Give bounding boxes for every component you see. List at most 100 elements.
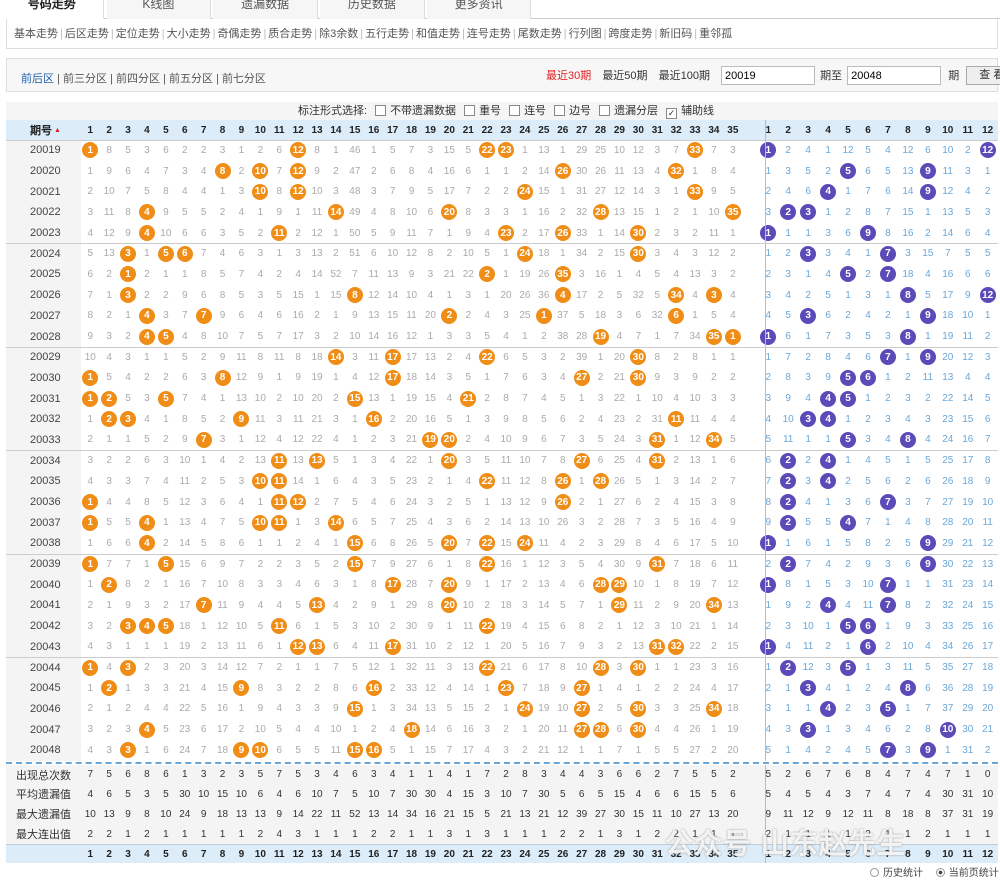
back-cell: 1 bbox=[759, 533, 778, 554]
front-cell: 7 bbox=[181, 310, 188, 322]
subnav-link[interactable]: 奇偶走势 bbox=[217, 28, 262, 40]
back-cell: 8 bbox=[925, 517, 931, 529]
back-hit-ball: 5 bbox=[840, 431, 857, 448]
front-cell: 3 bbox=[163, 455, 169, 467]
zone-link-active[interactable]: 前后区 bbox=[21, 73, 54, 85]
tab-4[interactable]: 历史数据 bbox=[320, 0, 425, 19]
mark-option-checkbox[interactable]: ✓ bbox=[666, 108, 678, 119]
back-zone: 1 3 5 2 5 6 5 13 9 11 3 1 bbox=[6, 161, 998, 182]
back-cell: 7 bbox=[865, 186, 871, 198]
recent-30-link[interactable]: 最近30期 bbox=[546, 70, 592, 82]
back-cell: 3 bbox=[805, 475, 811, 487]
subnav-link[interactable]: 跨度走势 bbox=[608, 28, 653, 40]
mark-option-checkbox[interactable] bbox=[464, 105, 476, 116]
zone-divider bbox=[765, 160, 766, 182]
back-hit-ball: 1 bbox=[760, 638, 777, 655]
subnav-link[interactable]: 大小走势 bbox=[166, 28, 211, 40]
front-cell: 4 bbox=[219, 455, 226, 467]
subnav-link[interactable]: 连号走势 bbox=[466, 28, 511, 40]
subnav-link[interactable]: 行列图 bbox=[568, 28, 602, 40]
period-to-input[interactable] bbox=[847, 66, 942, 85]
front-stat-cell: 4 bbox=[635, 788, 642, 800]
front-cell: 12 bbox=[289, 161, 308, 182]
back-cell: 32 bbox=[942, 599, 954, 611]
zone-link[interactable]: 前三分区 bbox=[62, 73, 107, 85]
back-cell: 3 bbox=[785, 620, 791, 632]
front-cell: 10 bbox=[216, 579, 229, 591]
back-cell: 8 bbox=[899, 430, 918, 451]
subnav-link[interactable]: 质合走势 bbox=[268, 28, 313, 40]
front-cell: 2 bbox=[484, 703, 490, 715]
subnav-link[interactable]: 尾数走势 bbox=[517, 28, 562, 40]
back-stat-cell: 31 bbox=[962, 788, 974, 800]
front-cell: 1 bbox=[597, 599, 604, 611]
front-cell: 8 bbox=[219, 537, 226, 549]
subnav-link[interactable]: 新旧码 bbox=[659, 28, 693, 40]
front-cell: 17 bbox=[538, 227, 550, 239]
back-cell: 18 bbox=[942, 310, 954, 322]
front-cell: 3 bbox=[144, 599, 150, 611]
mark-option-label: 辅助线 bbox=[681, 105, 715, 117]
history-stat-radio[interactable] bbox=[870, 868, 879, 877]
front-cell: 26 bbox=[405, 537, 418, 549]
mark-option-checkbox[interactable] bbox=[599, 105, 611, 116]
zone-link[interactable]: 前五分区 bbox=[168, 73, 213, 85]
front-stat-cell: 1 bbox=[465, 828, 472, 840]
tab-1[interactable]: 号码走势 bbox=[0, 0, 105, 19]
front-cell: 13 bbox=[689, 455, 701, 467]
mark-option-checkbox[interactable] bbox=[375, 105, 387, 116]
front-stat-cell: 10 bbox=[368, 788, 380, 800]
mark-option-checkbox[interactable] bbox=[509, 105, 521, 116]
front-cell: 1 bbox=[616, 620, 623, 632]
tab-5[interactable]: 更多资讯 bbox=[426, 0, 532, 19]
subnav-link[interactable]: 五行走势 bbox=[365, 28, 410, 40]
mark-option-checkbox[interactable] bbox=[554, 105, 566, 116]
zone-link[interactable]: 前七分区 bbox=[221, 73, 266, 85]
front-cell: 4 bbox=[465, 475, 472, 487]
subnav-link[interactable]: 重邻孤 bbox=[699, 28, 733, 40]
front-hit-ball: 3 bbox=[120, 742, 137, 759]
front-hit-ball: 27 bbox=[573, 700, 590, 717]
tab-2[interactable]: K线图 bbox=[106, 0, 212, 19]
period-header[interactable]: 期号 ▲ bbox=[6, 120, 81, 140]
front-cell: 4 bbox=[654, 165, 661, 177]
front-cell: 13 bbox=[689, 268, 701, 280]
sort-arrow-icon[interactable]: ▲ bbox=[54, 126, 61, 134]
front-cell: 16 bbox=[538, 641, 550, 653]
recent-50-link[interactable]: 最近50期 bbox=[602, 70, 648, 82]
front-cell: 27 bbox=[572, 719, 591, 740]
front-hit-ball: 9 bbox=[233, 411, 250, 428]
front-cell: 2 bbox=[522, 165, 528, 177]
back-cell: 14 bbox=[982, 579, 994, 591]
front-cell: 1 bbox=[711, 724, 717, 736]
subnav-link[interactable]: 除3余数 bbox=[319, 28, 359, 40]
front-cell: 7 bbox=[125, 186, 131, 198]
tab-3[interactable]: 遗漏数据 bbox=[213, 0, 318, 19]
front-stat-cell: 3 bbox=[484, 788, 490, 800]
recent-100-link[interactable]: 最近100期 bbox=[658, 70, 710, 82]
subnav-link[interactable]: 基本走势 bbox=[14, 28, 58, 40]
view-button[interactable]: 查 看 bbox=[966, 66, 1000, 85]
front-cell: 1 bbox=[81, 657, 100, 678]
front-number-header: 23 bbox=[500, 848, 512, 860]
subnav-link[interactable]: 定位走势 bbox=[115, 28, 160, 40]
front-cell: 1 bbox=[295, 206, 301, 218]
front-cell: 10 bbox=[708, 206, 720, 218]
front-hit-ball: 10 bbox=[252, 742, 269, 759]
back-cell: 1 bbox=[885, 517, 891, 529]
zone-link[interactable]: 前四分区 bbox=[115, 73, 160, 85]
front-cell: 7 bbox=[635, 331, 642, 343]
front-cell: 5 bbox=[352, 662, 358, 674]
subnav-link[interactable]: 和值走势 bbox=[416, 28, 460, 40]
subnav-link[interactable]: 后区走势 bbox=[64, 28, 109, 40]
front-cell: 29 bbox=[610, 574, 629, 595]
back-cell: 6 bbox=[925, 144, 931, 156]
front-cell: 4 bbox=[554, 285, 573, 306]
front-cell: 4 bbox=[257, 310, 264, 322]
current-page-stat-radio[interactable] bbox=[935, 868, 945, 877]
front-hit-ball: 4 bbox=[138, 535, 155, 552]
period-from-input[interactable] bbox=[721, 66, 816, 85]
front-cell: 14 bbox=[179, 537, 191, 549]
front-cell: 1 bbox=[352, 413, 358, 425]
range-selector: 最近30期 最近50期 最近100期 期至 期 查 看 bbox=[546, 66, 1000, 86]
